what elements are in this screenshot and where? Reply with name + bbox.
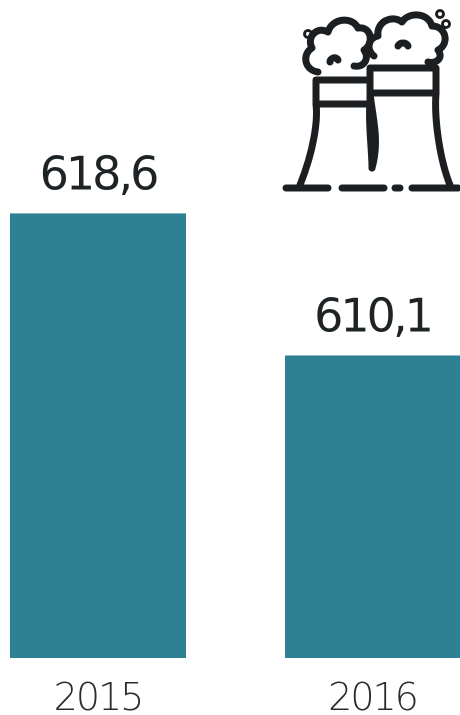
value-label-2016: 610,1 [314,288,431,342]
power-plant-icon [282,9,460,192]
value-labels-group: 618,6 610,1 [40,146,434,342]
bar-2015 [10,213,186,658]
bars-group [10,213,460,658]
bar-2016 [285,355,460,658]
category-labels-group: 2015 2016 [54,675,419,715]
category-label-2016: 2016 [328,675,417,715]
value-label-2015: 618,6 [40,146,157,200]
category-label-2015: 2015 [54,675,143,715]
